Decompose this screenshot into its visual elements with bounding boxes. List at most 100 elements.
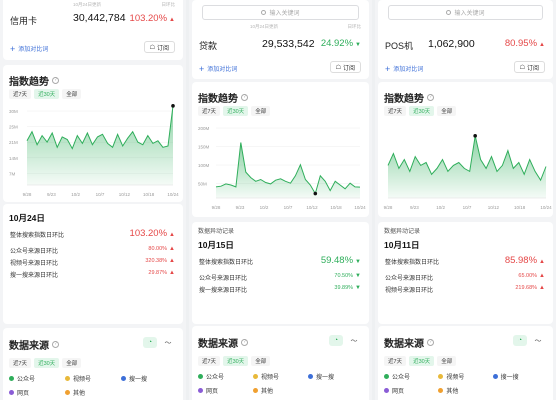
legend-item[interactable]: 公众号 [384,372,438,381]
source-title: 数据来源? [198,335,248,350]
keyword-value: 1,062,900 [428,38,475,50]
range-tab[interactable]: 全部 [251,106,271,116]
legend-item[interactable]: 搜一搜 [308,372,363,381]
legend-item[interactable]: 搜一搜 [492,372,547,381]
pie-chart-icon[interactable]: ◔ [143,337,157,348]
help-icon[interactable]: ? [427,94,434,101]
keyword-value: 29,533,542 [262,38,315,50]
panel-3: 输入关键词 POS机 1,062,900 80.95% ▲ + 添加对比词 ☖ 订阅 … [375,0,556,400]
range-tab[interactable]: 近30天 [223,106,249,116]
source-range-tab[interactable]: 全部 [62,358,82,368]
legend-item[interactable]: 网页 [198,386,253,395]
range-tabs: 近7天 近30天 全部 [384,106,457,116]
keyword-name: POS机 [385,41,414,51]
legend-item[interactable]: 网页 [384,386,438,395]
y-tick-label: 14M [9,156,18,161]
trend-card: 指数趋势? 近7天 近30天 全部 200M 150M 100M 50M 9/28 9/23 1… [192,82,369,217]
subscribe-button[interactable]: ☖ 订阅 [143,41,175,53]
search-input[interactable]: 输入关键词 [388,5,543,20]
range-tab[interactable]: 近7天 [198,106,221,116]
arrow-down-icon: ▼ [355,42,361,48]
plus-icon: + [385,63,391,74]
source-range-tab[interactable]: 近30天 [409,356,435,366]
metric-value: 80.00% ▲ [148,246,175,252]
line-chart-icon[interactable]: 〜 [350,337,358,345]
source-range-tab[interactable]: 近7天 [384,356,407,366]
add-compare-link[interactable]: + 添加对比词 [385,63,424,74]
legend-item[interactable]: 其他 [438,386,492,395]
source-range-tab[interactable]: 近30天 [34,358,60,368]
legend-item[interactable]: 其他 [253,386,308,395]
source-range-tabs: 近7天 近30天 全部 [384,356,457,366]
x-tick-label: 10/12 [488,205,500,210]
source-range-tab[interactable]: 近30天 [223,356,249,366]
metric-value: 103.20% ▲ [129,228,175,239]
series-area [388,135,546,198]
source-range-tab[interactable]: 近7天 [9,358,32,368]
metric-label: 搜一搜来源日环比 [199,288,248,294]
source-range-tab[interactable]: 全部 [437,356,457,366]
legend-item[interactable]: 公众号 [198,372,253,381]
bell-icon: ☖ [149,44,155,51]
arrow-up-icon: ▲ [169,17,175,23]
x-tick-label: 10/24 [540,205,552,210]
y-tick-label: 7M [9,171,16,176]
source-range-tab[interactable]: 全部 [251,356,271,366]
help-icon[interactable]: ? [241,339,248,346]
range-tab[interactable]: 近30天 [34,89,60,99]
legend-dot-icon [9,390,14,395]
arrow-up-icon: ▲ [539,285,545,291]
line-chart-icon[interactable]: 〜 [164,339,172,347]
legend-item[interactable]: 视频号 [65,374,121,383]
metric-label: 公众号来源日环比 [199,276,248,282]
x-tick-label: 9/23 [410,205,419,210]
anomaly-card: 10月24日 整体搜索指数日环比 103.20% ▲ 公众号来源日环比 80.00… [3,204,183,324]
help-icon[interactable]: ? [427,339,434,346]
range-tab[interactable]: 近30天 [409,106,435,116]
subscribe-button[interactable]: ☖ 订阅 [329,61,361,73]
line-chart-icon[interactable]: 〜 [534,337,542,345]
legend-item[interactable]: 公众号 [9,374,65,383]
help-icon[interactable]: ? [241,94,248,101]
legend-item[interactable]: 其他 [65,388,121,397]
keyword-name: 信用卡 [10,16,38,26]
range-tab[interactable]: 全部 [437,106,457,116]
source-card: 数据来源? ◔ 〜 近7天 近30天 全部 公众号 视频号 搜一搜 网页 其他 [378,326,553,400]
source-legend: 公众号 视频号 搜一搜网页 其他 [198,372,363,395]
series-area [27,105,173,185]
legend-item[interactable]: 视频号 [253,372,308,381]
range-tab[interactable]: 近7天 [9,89,32,99]
range-tab[interactable]: 近7天 [384,106,407,116]
help-icon[interactable]: ? [52,341,59,348]
y-tick-label: 25M [9,125,18,130]
arrow-up-icon: ▲ [539,42,545,48]
range-tab[interactable]: 全部 [62,89,82,99]
source-range-tab[interactable]: 近7天 [198,356,221,366]
keyword-card: 10月24日更新 日环比 信用卡 30,442,784 103.20% ▲ + 添加… [3,0,183,60]
legend-dot-icon [438,388,444,393]
search-input[interactable]: 输入关键词 [202,5,359,20]
metric-label: 视频号来源日环比 [10,261,59,267]
pie-chart-icon[interactable]: ◔ [513,335,527,346]
metric-label: 视频号来源日环比 [385,288,434,294]
series-line [215,142,361,195]
x-tick-label: 9/28 [212,205,221,210]
legend-dot-icon [438,374,444,379]
search-icon [261,10,267,15]
legend-item[interactable]: 搜一搜 [121,374,177,383]
legend-dot-icon [492,374,498,379]
help-icon[interactable]: ? [52,77,59,84]
series-line [26,105,174,150]
metric-label: 公众号来源日环比 [10,249,59,255]
keyword-value: 30,442,784 [73,12,126,24]
subscribe-button[interactable]: ☖ 订阅 [513,61,545,73]
source-legend: 公众号 视频号 搜一搜网页 其他 [9,374,177,397]
add-compare-link[interactable]: + 添加对比词 [10,43,49,54]
legend-item[interactable]: 视频号 [438,372,492,381]
legend-item[interactable]: 网页 [9,388,65,397]
pie-chart-icon[interactable]: ◔ [329,335,343,346]
x-tick-label: 10/7 [284,205,293,210]
add-compare-link[interactable]: + 添加对比词 [199,63,238,74]
arrow-up-icon: ▲ [169,270,175,276]
